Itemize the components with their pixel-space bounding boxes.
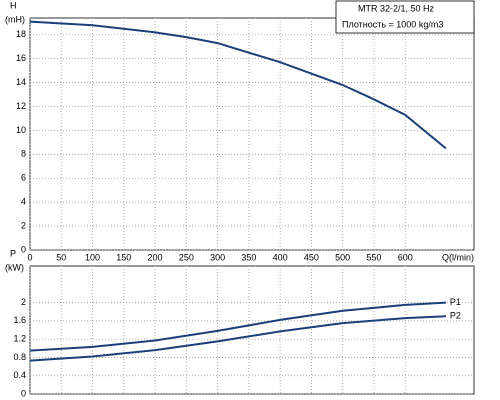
y-tick-label: 6 bbox=[21, 173, 26, 183]
y-axis-label: H bbox=[10, 0, 17, 10]
legend-text: MTR 32-2/1, 50 Hz bbox=[358, 3, 435, 13]
x-tick-label: 550 bbox=[366, 252, 381, 262]
y-axis-label: P bbox=[10, 248, 16, 258]
plot-area bbox=[29, 265, 475, 395]
y-tick-label: 12 bbox=[16, 101, 26, 111]
x-axis-label: Q(l/min) bbox=[442, 252, 474, 262]
y-tick-label: 4 bbox=[21, 197, 26, 207]
x-tick-label: 300 bbox=[210, 252, 225, 262]
y-tick-label: 18 bbox=[16, 29, 26, 39]
y-tick-label: 0 bbox=[21, 244, 26, 254]
y-axis-label: (kW) bbox=[5, 262, 24, 272]
x-tick-label: 200 bbox=[148, 252, 163, 262]
plot-area bbox=[29, 17, 475, 251]
x-tick-label: 500 bbox=[335, 252, 350, 262]
legend-label: P2 bbox=[450, 311, 461, 321]
legend-text: Плотность = 1000 kg/m3 bbox=[342, 19, 443, 29]
x-tick-label: 600 bbox=[398, 252, 413, 262]
line bbox=[29, 20, 447, 150]
y-tick-label: 2 bbox=[21, 220, 26, 230]
y-tick-label: 16 bbox=[16, 53, 26, 63]
y-tick-label: 0 bbox=[21, 388, 26, 398]
y-tick-label: 1.6 bbox=[13, 315, 26, 325]
legend-label: P1 bbox=[450, 297, 461, 307]
y-axis-label: (mH) bbox=[5, 14, 25, 24]
y-tick-label: 0.4 bbox=[13, 370, 26, 380]
y-tick-label: 10 bbox=[16, 125, 26, 135]
line bbox=[29, 315, 446, 362]
x-tick-label: 450 bbox=[304, 252, 319, 262]
x-tick-label: 150 bbox=[116, 252, 131, 262]
y-tick-label: 0.8 bbox=[13, 352, 26, 362]
y-tick-label: 8 bbox=[21, 149, 26, 159]
x-tick-label: 250 bbox=[179, 252, 194, 262]
y-tick-label: 2 bbox=[21, 297, 26, 307]
x-tick-label: 50 bbox=[56, 252, 66, 262]
legend-box bbox=[335, 0, 475, 34]
x-tick-label: 0 bbox=[27, 252, 32, 262]
x-tick-label: 350 bbox=[241, 252, 256, 262]
y-tick-label: 14 bbox=[16, 77, 26, 87]
x-tick-label: 400 bbox=[273, 252, 288, 262]
x-tick-label: 100 bbox=[85, 252, 100, 262]
y-tick-label: 1.2 bbox=[13, 334, 26, 344]
line bbox=[29, 301, 446, 352]
